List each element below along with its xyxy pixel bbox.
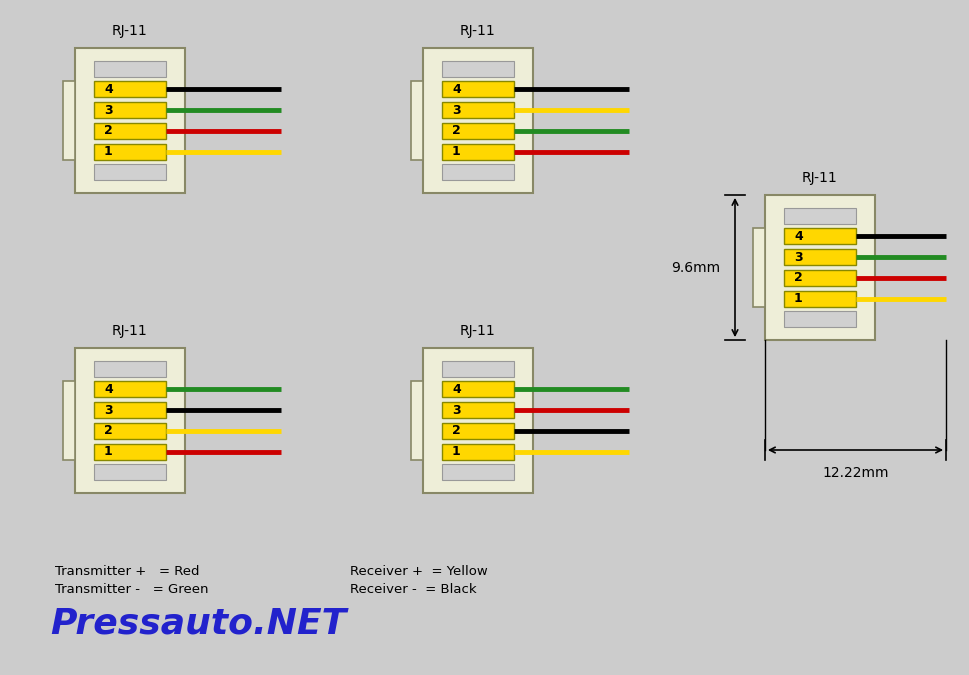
Bar	[442, 164, 514, 180]
Bar	[442, 381, 514, 398]
Bar	[442, 82, 514, 97]
Bar	[442, 464, 514, 481]
Text: 2: 2	[104, 124, 112, 137]
Bar	[411, 80, 422, 161]
Text: 9.6mm: 9.6mm	[671, 261, 719, 275]
Bar	[442, 123, 514, 139]
Bar	[75, 48, 185, 193]
Bar	[75, 348, 185, 493]
Text: 1: 1	[794, 292, 802, 305]
Text: 3: 3	[104, 404, 112, 416]
Text: Transmitter -   = Green: Transmitter - = Green	[55, 583, 208, 596]
Bar	[783, 270, 855, 286]
Text: 4: 4	[104, 83, 112, 96]
Text: 2: 2	[794, 271, 802, 284]
Bar	[411, 381, 422, 460]
Text: 3: 3	[452, 404, 460, 416]
Bar	[442, 360, 514, 377]
Bar	[94, 144, 166, 159]
Text: Receiver +  = Yellow: Receiver + = Yellow	[350, 565, 487, 578]
Bar	[765, 195, 874, 340]
Bar	[94, 102, 166, 118]
Text: RJ-11: RJ-11	[112, 24, 147, 38]
Text: Pressauto.NET: Pressauto.NET	[50, 607, 346, 641]
Bar	[94, 360, 166, 377]
Bar	[442, 61, 514, 77]
Text: Transmitter +   = Red: Transmitter + = Red	[55, 565, 200, 578]
Bar	[783, 311, 855, 327]
Bar	[63, 381, 75, 460]
Text: 4: 4	[794, 230, 802, 243]
Text: 12.22mm: 12.22mm	[822, 466, 888, 480]
Bar	[442, 144, 514, 159]
Bar	[94, 123, 166, 139]
Bar	[783, 208, 855, 223]
Text: 2: 2	[452, 124, 460, 137]
Text: RJ-11: RJ-11	[459, 24, 495, 38]
Text: Receiver -  = Black: Receiver - = Black	[350, 583, 476, 596]
Bar	[422, 348, 532, 493]
Bar	[783, 290, 855, 306]
Text: 1: 1	[104, 145, 112, 158]
Bar	[783, 228, 855, 244]
Text: 4: 4	[104, 383, 112, 396]
Bar	[94, 423, 166, 439]
Bar	[94, 402, 166, 418]
Bar	[752, 227, 765, 307]
Bar	[442, 402, 514, 418]
Text: 4: 4	[452, 83, 460, 96]
Bar	[94, 82, 166, 97]
Text: 3: 3	[104, 104, 112, 117]
Text: 2: 2	[452, 425, 460, 437]
Text: 1: 1	[452, 445, 460, 458]
Bar	[94, 61, 166, 77]
Bar	[442, 102, 514, 118]
Text: 1: 1	[104, 445, 112, 458]
Bar	[442, 443, 514, 460]
Bar	[63, 80, 75, 161]
Bar	[94, 443, 166, 460]
Text: RJ-11: RJ-11	[801, 171, 837, 185]
Text: RJ-11: RJ-11	[112, 324, 147, 338]
Text: 1: 1	[452, 145, 460, 158]
Bar	[94, 164, 166, 180]
Text: RJ-11: RJ-11	[459, 324, 495, 338]
Text: 3: 3	[794, 250, 801, 264]
Bar	[422, 48, 532, 193]
Text: 4: 4	[452, 383, 460, 396]
Text: 2: 2	[104, 425, 112, 437]
Bar	[94, 464, 166, 481]
Bar	[783, 249, 855, 265]
Bar	[94, 381, 166, 398]
Bar	[442, 423, 514, 439]
Text: 3: 3	[452, 104, 460, 117]
